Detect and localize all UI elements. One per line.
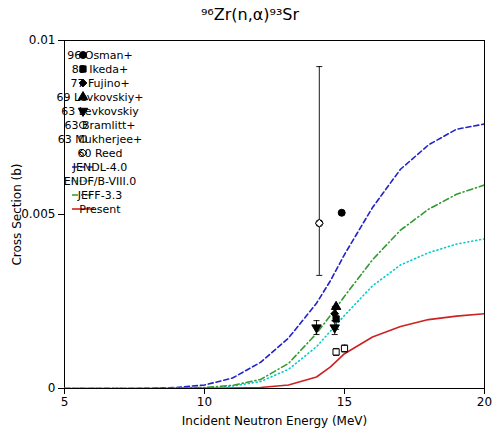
svg-text:0: 0 — [48, 381, 56, 395]
html-text:⁹⁶Zr(n,α)⁹³Sr: ⁹⁶Zr(n,α)⁹³Sr — [200, 5, 300, 24]
svg-text:63 Mukherjee+: 63 Mukherjee+ — [58, 133, 142, 146]
svg-text:5: 5 — [61, 395, 69, 409]
svg-text:Present: Present — [79, 203, 121, 216]
svg-text:JEFF-3.3: JEFF-3.3 — [77, 189, 122, 202]
svg-text:Incident Neutron Energy (MeV): Incident Neutron Energy (MeV) — [182, 414, 367, 428]
svg-text:96 Osman+: 96 Osman+ — [67, 49, 133, 62]
svg-text:63 Levkovskiy: 63 Levkovskiy — [61, 105, 139, 118]
svg-text:88 Ikeda+: 88 Ikeda+ — [72, 63, 128, 76]
svg-text:69 Levkovskiy+: 69 Levkovskiy+ — [57, 91, 144, 104]
svg-text:0.005: 0.005 — [21, 207, 55, 221]
svg-text:Cross Section (b): Cross Section (b) — [10, 163, 24, 265]
svg-text:77 Fujino+: 77 Fujino+ — [70, 77, 129, 90]
svg-text:JENDL-4.0: JENDL-4.0 — [72, 161, 127, 174]
svg-text:63 Bramlitt+: 63 Bramlitt+ — [65, 119, 136, 132]
svg-text:15: 15 — [337, 395, 352, 409]
svg-text:0.01: 0.01 — [29, 33, 56, 47]
svg-text:20: 20 — [477, 395, 492, 409]
svg-text:60 Reed: 60 Reed — [77, 147, 122, 160]
svg-text:10: 10 — [197, 395, 212, 409]
svg-text:ENDF/B-VIII.0: ENDF/B-VIII.0 — [64, 175, 136, 188]
